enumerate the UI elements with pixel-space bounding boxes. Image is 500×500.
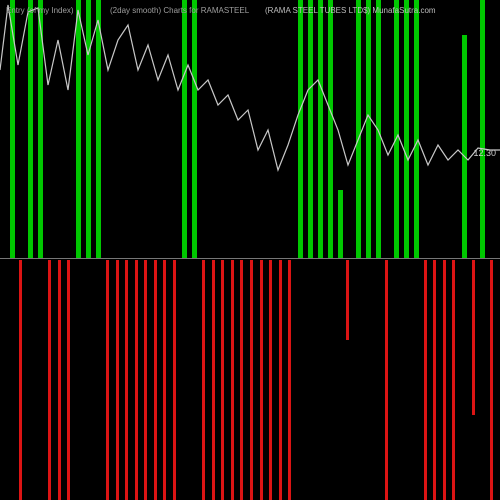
red-bar [135, 260, 138, 500]
red-bar [346, 260, 349, 340]
red-bar [452, 260, 455, 500]
red-bar [472, 260, 475, 415]
red-bar [433, 260, 436, 500]
red-bar [260, 260, 263, 500]
red-bar [490, 260, 493, 500]
red-bar [48, 260, 51, 500]
red-bar [385, 260, 388, 500]
price-line [0, 0, 500, 260]
red-bar [250, 260, 253, 500]
chart-header: Entry (of my Index) (2day smooth) Charts… [0, 6, 500, 20]
header-mid-text: (2day smooth) Charts for RAMASTEEL [110, 6, 249, 15]
header-right-text: (RAMA STEEL TUBES LTD$) MunafaSutra.com [265, 6, 436, 15]
red-bar [288, 260, 291, 500]
red-bar [163, 260, 166, 500]
red-bar [212, 260, 215, 500]
red-bar [116, 260, 119, 500]
red-bar [279, 260, 282, 500]
red-bar [221, 260, 224, 500]
red-bar [202, 260, 205, 500]
red-bar [58, 260, 61, 500]
red-bar [154, 260, 157, 500]
red-bar [443, 260, 446, 500]
red-bar [144, 260, 147, 500]
red-bar [231, 260, 234, 500]
price-label: 12.30 [473, 148, 496, 158]
red-bar [173, 260, 176, 500]
red-bar [240, 260, 243, 500]
red-bar [106, 260, 109, 500]
red-bar [269, 260, 272, 500]
red-bar [424, 260, 427, 500]
red-bar [19, 260, 22, 500]
red-bar [125, 260, 128, 500]
header-left-text: Entry (of my Index) [6, 6, 74, 15]
red-bar [67, 260, 70, 500]
chart-area: Entry (of my Index) (2day smooth) Charts… [0, 0, 500, 500]
